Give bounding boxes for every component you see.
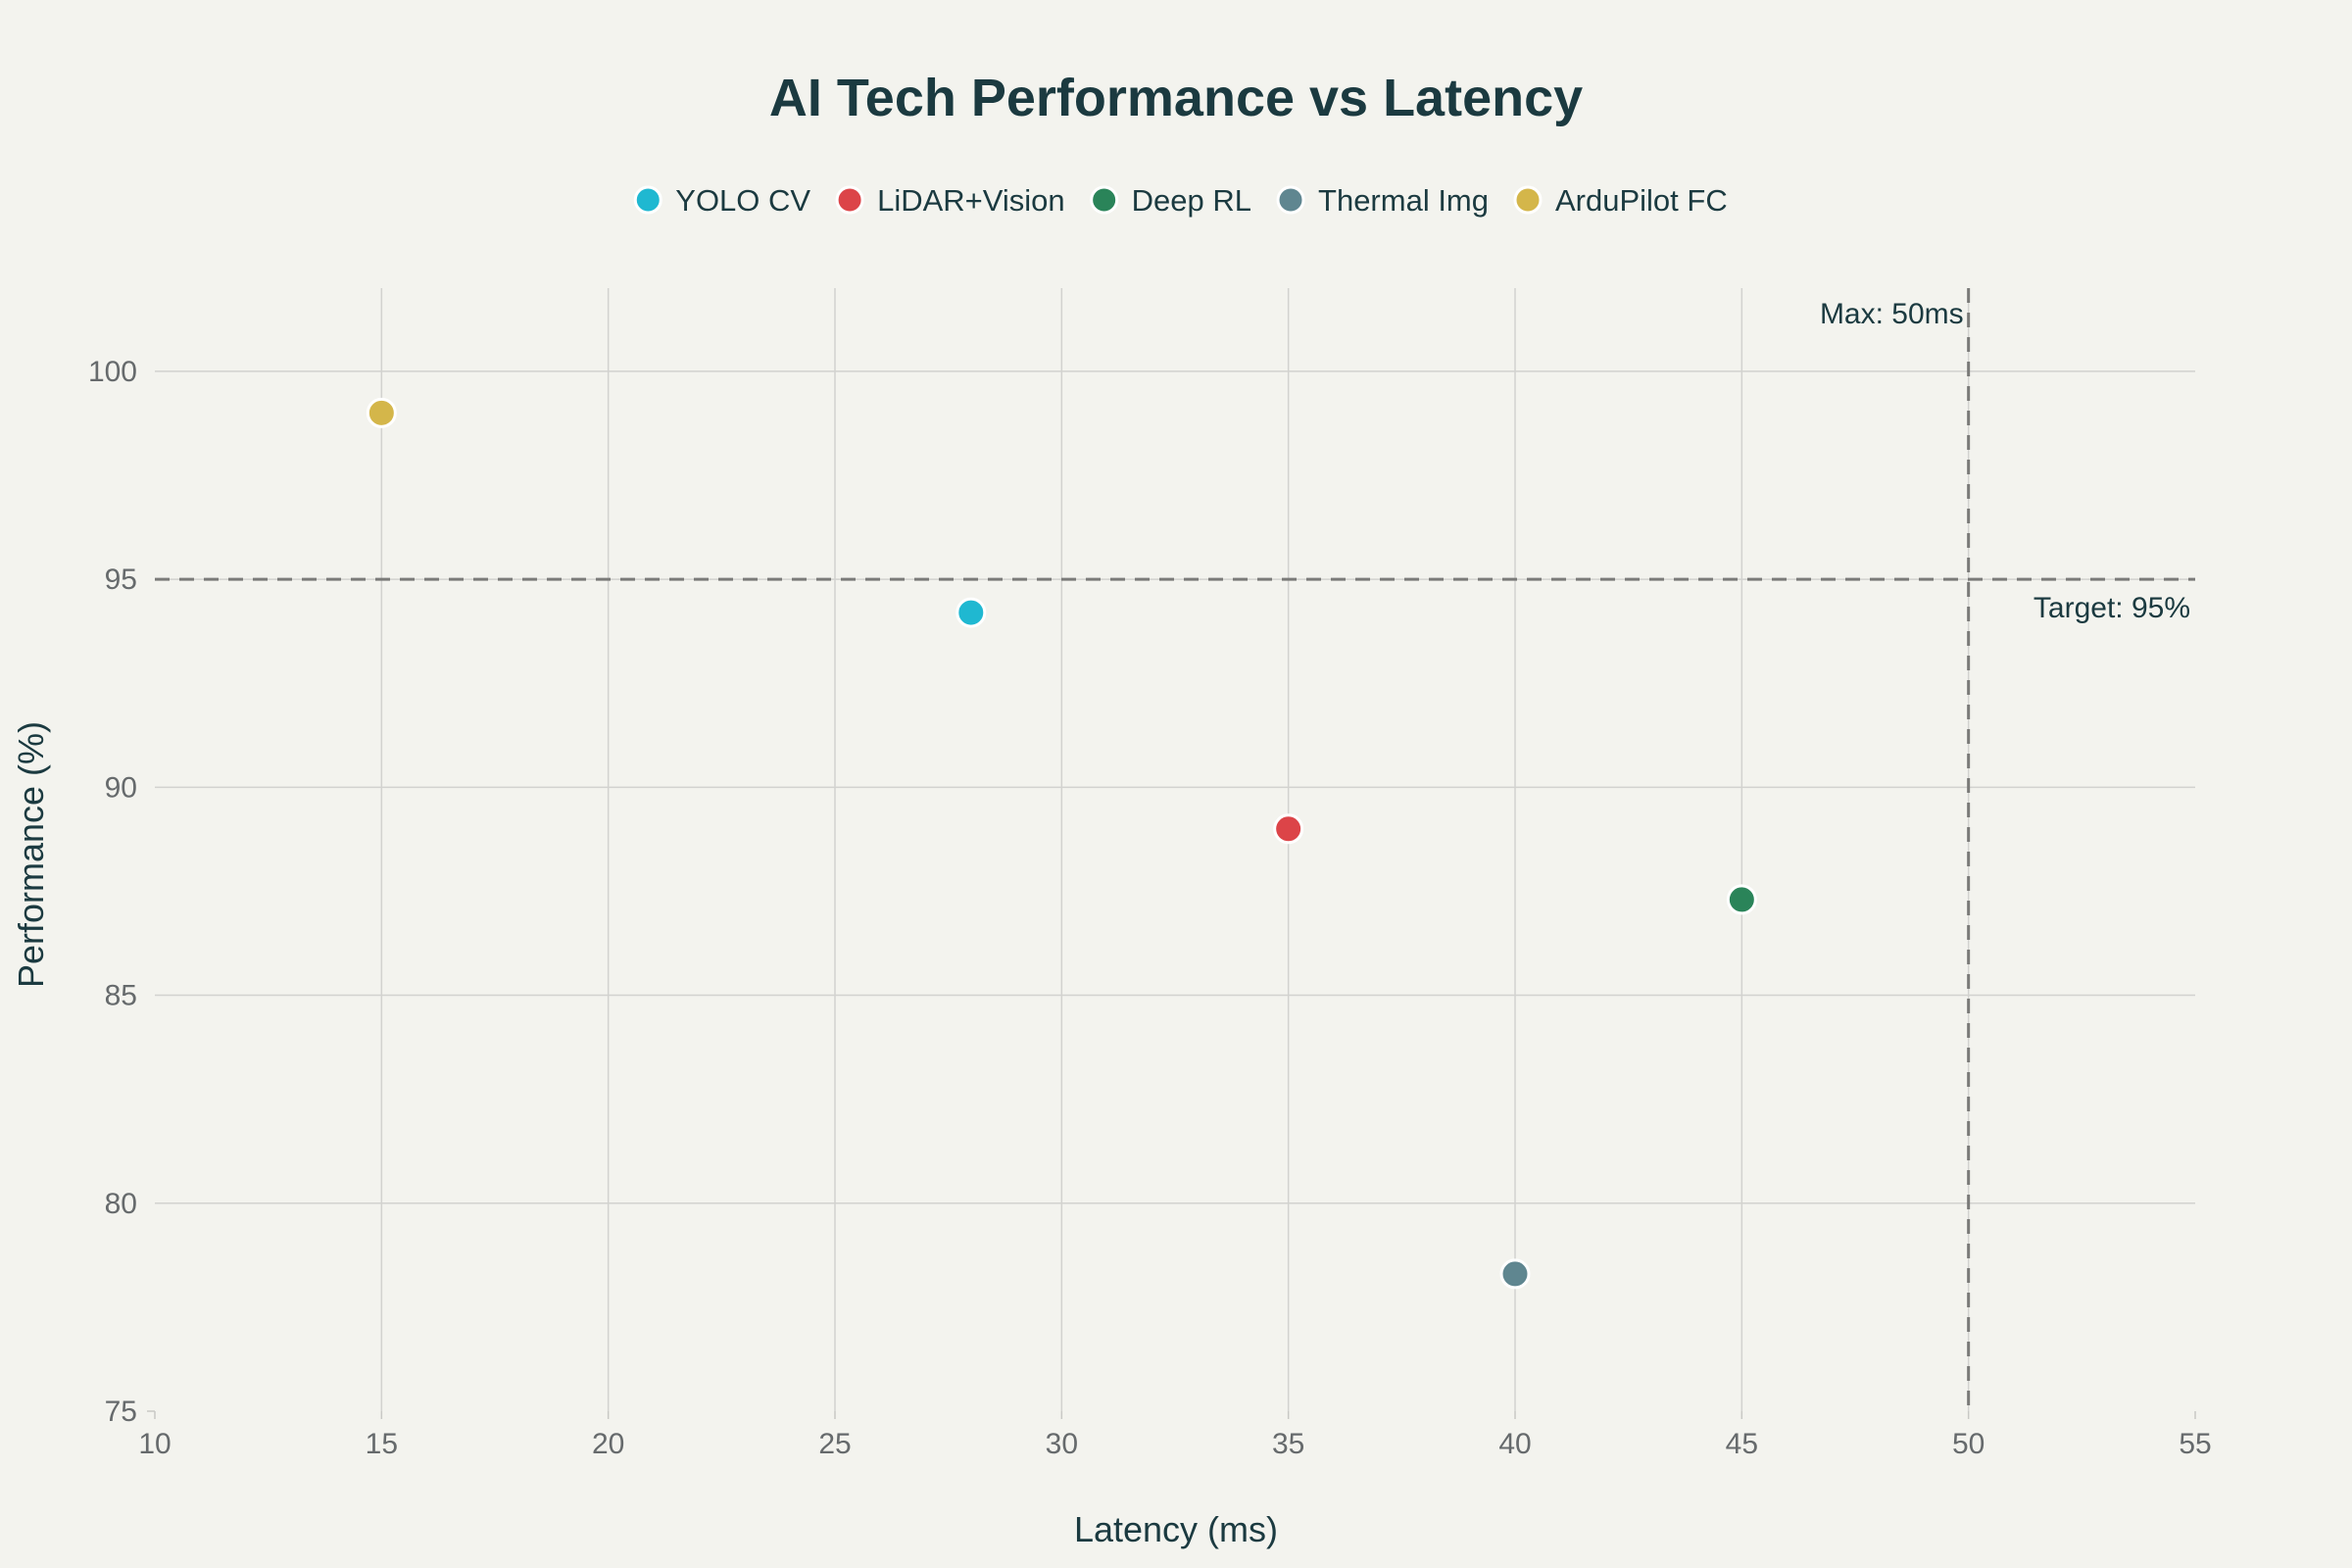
reference-lines: Target: 95% Max: 50ms	[155, 288, 2195, 1411]
y-tick-label: 75	[105, 1396, 137, 1428]
legend-item[interactable]: ArduPilot FC	[1513, 183, 1728, 218]
legend-marker	[1090, 185, 1119, 215]
legend-label: Deep RL	[1132, 183, 1251, 218]
x-tick-label: 35	[1272, 1428, 1304, 1460]
x-tick-label: 50	[1952, 1428, 1984, 1460]
y-tick-label: 85	[105, 980, 137, 1012]
ticks: 10 15 20 25 30 35 40 45 50 55 75 80 85 90 95 100	[88, 356, 2212, 1460]
data-point[interactable]	[956, 597, 987, 628]
x-tick-label: 40	[1498, 1428, 1531, 1460]
legend-label: Thermal Img	[1318, 183, 1489, 218]
x-tick-label: 25	[818, 1428, 851, 1460]
max-latency-annotation: Max: 50ms	[1820, 298, 1964, 330]
data-point[interactable]	[366, 397, 397, 428]
legend-item[interactable]: LiDAR+Vision	[835, 183, 1065, 218]
y-axis-label: Performance (%)	[11, 721, 51, 988]
legend-item[interactable]: Deep RL	[1090, 183, 1251, 218]
x-tick-label: 30	[1046, 1428, 1078, 1460]
y-tick-label: 90	[105, 771, 137, 804]
legend-label: LiDAR+Vision	[877, 183, 1065, 218]
x-tick-label: 55	[2179, 1428, 2211, 1460]
legend-label: ArduPilot FC	[1555, 183, 1728, 218]
legend-marker	[1513, 185, 1543, 215]
data-point[interactable]	[1499, 1258, 1531, 1290]
data-points	[366, 397, 1757, 1290]
data-point[interactable]	[1273, 813, 1304, 845]
legend-item[interactable]: YOLO CV	[633, 183, 810, 218]
x-tick-label: 45	[1726, 1428, 1758, 1460]
legend-marker	[1276, 185, 1305, 215]
y-tick-label: 80	[105, 1188, 137, 1220]
x-tick-label: 10	[138, 1428, 171, 1460]
x-tick-label: 15	[366, 1428, 398, 1460]
y-tick-label: 95	[105, 564, 137, 596]
data-point[interactable]	[1726, 884, 1757, 915]
legend-item[interactable]: Thermal Img	[1276, 183, 1489, 218]
chart-title: AI Tech Performance vs Latency	[769, 69, 1583, 127]
x-tick-label: 20	[592, 1428, 624, 1460]
target-annotation: Target: 95%	[2034, 592, 2190, 624]
legend-marker	[835, 185, 864, 215]
legend-marker	[633, 185, 662, 215]
legend: YOLO CV LiDAR+Vision Deep RL Thermal Img Ard…	[633, 183, 1728, 218]
legend-label: YOLO CV	[675, 183, 810, 218]
y-tick-label: 100	[88, 356, 137, 388]
grid	[155, 288, 2195, 1411]
x-axis-label: Latency (ms)	[1074, 1509, 1278, 1549]
